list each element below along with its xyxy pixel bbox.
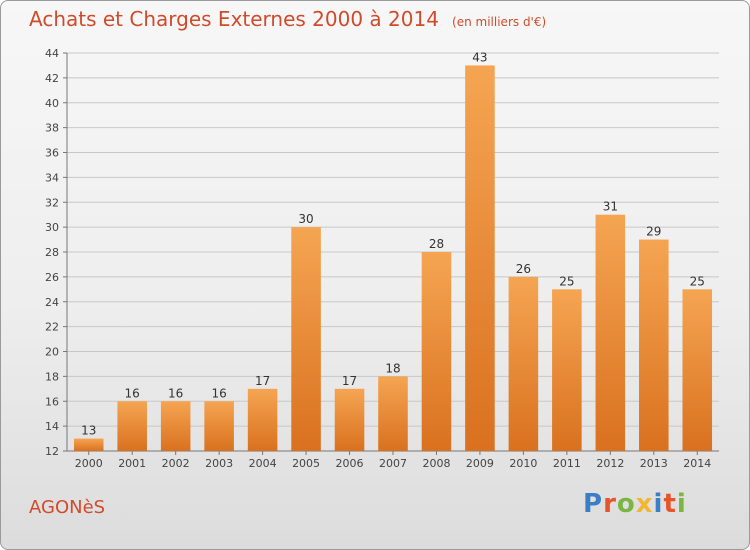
x-tick-label: 2005 (292, 457, 320, 470)
chart-title-line: Achats et Charges Externes 2000 à 2014 (… (29, 7, 546, 31)
bar (552, 289, 582, 451)
commune-name: AGONèS (29, 497, 106, 518)
bar (334, 388, 365, 451)
x-tick-label: 2010 (509, 457, 537, 470)
x-tick-label: 2014 (683, 457, 711, 470)
bar (508, 276, 539, 451)
chart-unit: (en milliers d'€) (452, 15, 547, 29)
x-tick-label: 2000 (75, 457, 103, 470)
logo-letter: o (616, 489, 636, 519)
bar (204, 401, 234, 451)
y-tick-label: 40 (45, 97, 59, 110)
y-tick-label: 38 (45, 122, 59, 135)
x-tick-label: 2012 (596, 457, 624, 470)
x-tick-label: 2004 (249, 457, 277, 470)
y-tick-label: 18 (45, 370, 59, 383)
y-tick-label: 14 (45, 420, 59, 433)
bar (639, 239, 669, 451)
x-tick-label: 2013 (640, 457, 668, 470)
y-tick-label: 30 (45, 221, 59, 234)
y-tick-label: 26 (45, 271, 59, 284)
bar (682, 289, 713, 451)
bar (160, 401, 191, 451)
y-tick-label: 12 (45, 445, 59, 458)
bar-value-label: 16 (125, 386, 140, 400)
bar (595, 214, 626, 451)
bar (421, 252, 452, 451)
x-tick-label: 2003 (205, 457, 233, 470)
bar-value-label: 43 (472, 50, 487, 64)
logo-letter: P (583, 489, 604, 519)
bar (465, 65, 495, 451)
bar-value-label: 18 (385, 361, 400, 375)
x-tick-label: 2007 (379, 457, 407, 470)
logo-letter: r (603, 489, 617, 519)
bar (378, 376, 408, 451)
bar-value-label: 17 (342, 374, 357, 388)
x-tick-label: 2009 (466, 457, 494, 470)
bar (117, 401, 147, 451)
bar-value-label: 25 (559, 274, 574, 288)
chart-title: Achats et Charges Externes 2000 à 2014 (29, 7, 439, 31)
bar (291, 227, 321, 451)
x-tick-label: 2001 (118, 457, 146, 470)
y-tick-label: 42 (45, 72, 59, 85)
bar-value-label: 17 (255, 374, 270, 388)
y-tick-label: 34 (45, 171, 59, 184)
x-tick-label: 2002 (162, 457, 190, 470)
logo-letter: t (663, 489, 677, 519)
logo-letter: i (676, 489, 687, 519)
bars (73, 65, 713, 451)
labels: 12 14 16 18 20 22 24 26 28 30 32 34 36 38 40 42 44 13 2000… (45, 47, 711, 470)
x-tick-label: 2006 (336, 457, 364, 470)
logo-letter: x (635, 489, 654, 519)
y-tick-label: 28 (45, 246, 59, 259)
bar-value-label: 31 (603, 200, 618, 214)
bar-value-label: 29 (646, 225, 661, 239)
proxiti-logo: Proxiti (583, 489, 687, 519)
y-tick-label: 44 (45, 47, 59, 60)
bar-value-label: 28 (429, 237, 444, 251)
bar-value-label: 13 (81, 424, 96, 438)
bar-value-label: 16 (211, 386, 226, 400)
bar (73, 438, 104, 451)
y-tick-label: 24 (45, 296, 59, 309)
x-tick-label: 2008 (422, 457, 450, 470)
bar-value-label: 30 (298, 212, 313, 226)
bar-value-label: 26 (516, 262, 531, 276)
y-tick-label: 16 (45, 395, 59, 408)
bar-value-label: 25 (690, 274, 705, 288)
y-tick-label: 20 (45, 346, 59, 359)
y-tick-label: 22 (45, 321, 59, 334)
x-tick-label: 2011 (553, 457, 581, 470)
bar (247, 388, 278, 451)
bar-value-label: 16 (168, 386, 183, 400)
y-tick-label: 36 (45, 147, 59, 160)
logo-letter: i (653, 489, 664, 519)
y-tick-label: 32 (45, 196, 59, 209)
